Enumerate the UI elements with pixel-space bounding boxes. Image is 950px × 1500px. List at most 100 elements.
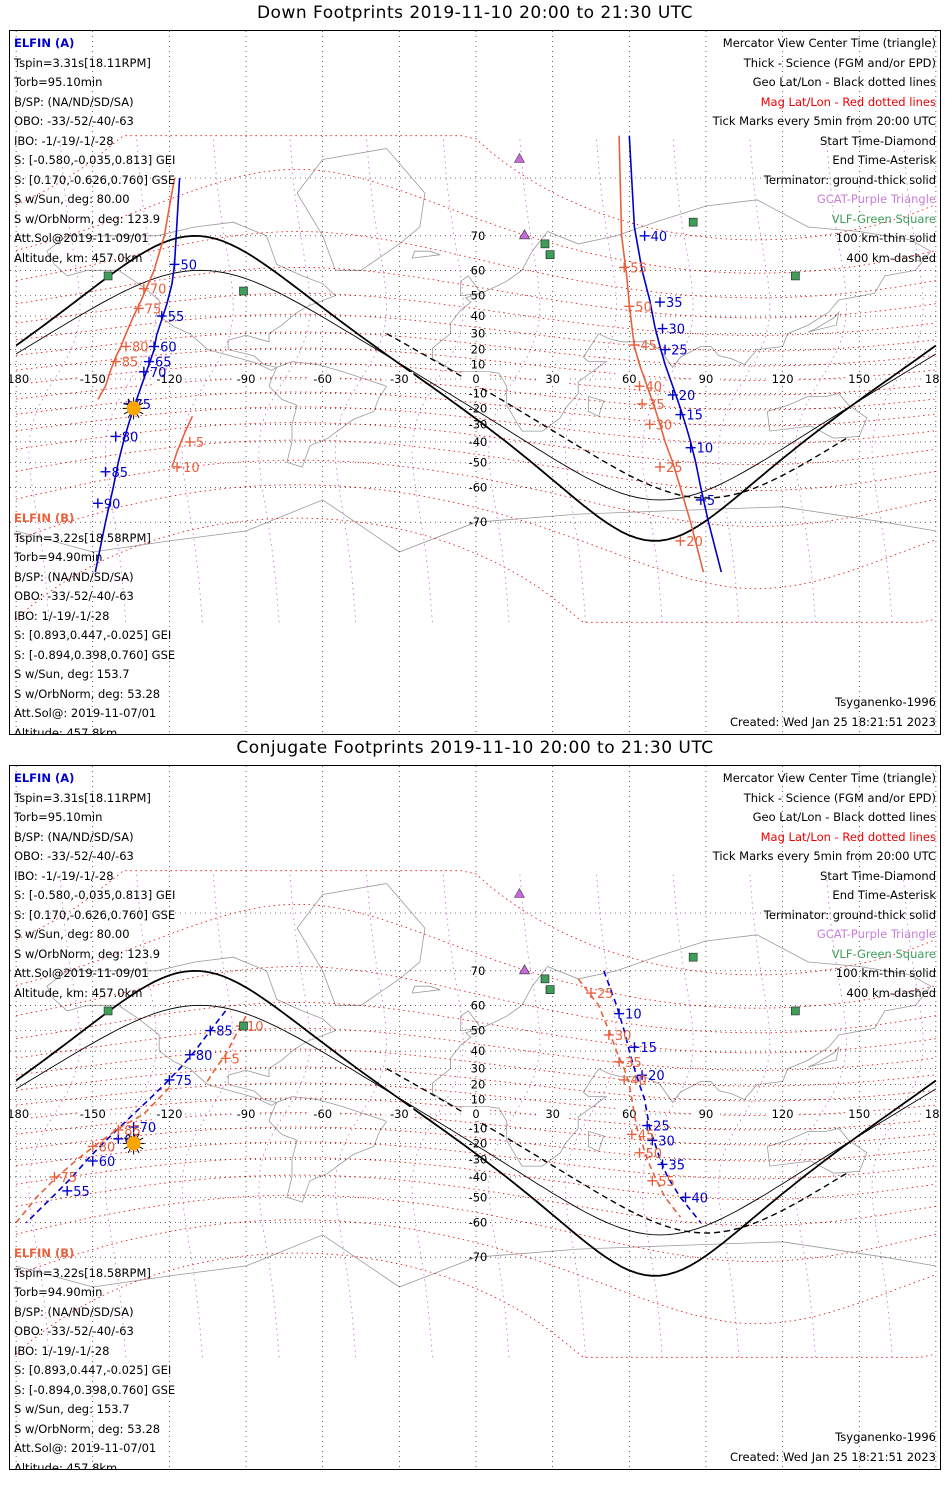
lon-label-bg	[232, 372, 261, 386]
elfin-b-tick-label: 75	[60, 1171, 77, 1186]
elfin-b-info-line: S: [0.893,0.447,-0.025] GEI	[14, 1363, 172, 1377]
lon-label-bg	[921, 1107, 940, 1121]
elfin-a-tick-label: 35	[669, 1158, 686, 1173]
lon-label-bg	[462, 1107, 490, 1121]
elfin-a-info-line: Torb=95.10min	[14, 75, 103, 89]
vlf-square	[239, 286, 248, 296]
elfin-b-info: ELFIN (B) Tspin=3.22s[18.58RPM] Torb=94.9…	[14, 1244, 175, 1470]
elfin-b-tick-label: 75	[145, 302, 162, 317]
vlf-square	[239, 1021, 248, 1031]
land-outline	[766, 393, 868, 439]
elfin-a-tick-label: 75	[175, 1074, 192, 1089]
lon-label: 180	[925, 1107, 941, 1121]
elfin-b-tick-label: 5	[232, 1052, 240, 1067]
lon-label: -90	[237, 1107, 256, 1121]
lon-label: 150	[848, 1107, 870, 1121]
lat-label: 60	[471, 263, 486, 277]
lon-label: -60	[313, 372, 332, 386]
elfin-b-info-line: Att.Sol@: 2019-11-07/01	[14, 1441, 157, 1455]
legend-science: Thick - Science (FGM and/or EPD)	[743, 55, 936, 70]
elfin-b-info-line: Altitude: 457.8km	[14, 1460, 118, 1470]
elfin-b-label: ELFIN (B)	[14, 1246, 75, 1260]
mag-parallel	[16, 422, 936, 466]
elfin-b-track-east	[577, 978, 682, 1218]
land-outline	[296, 148, 426, 271]
elfin-b-info-line: S: [0.893,0.447,-0.025] GEI	[14, 628, 172, 642]
elfin-a-info-line: S: [0.170,-0.626,0.760] GSE	[14, 172, 176, 187]
lat-label: -20	[469, 1136, 488, 1150]
elfin-b-tick-label: 40	[646, 380, 663, 395]
elfin-a-info-line: Torb=95.10min	[14, 810, 103, 824]
legend: Mercator View Center Time (triangle) Thi…	[713, 769, 936, 1003]
map-canvas: -180-150-120-90-60-300306090120150180706…	[10, 766, 941, 1469]
legend-terminator: Terminator: ground-thick solid	[763, 172, 936, 187]
mag-parallel	[16, 1174, 936, 1227]
lon-label-bg	[845, 372, 874, 386]
elfin-a-info: ELFIN (A) Tspin=3.31s[18.11RPM] Torb=95.1…	[14, 769, 175, 1003]
elfin-a-track-west	[25, 1010, 227, 1224]
elfin-a-label: ELFIN (A)	[14, 771, 75, 785]
elfin-b-tick-label: 25	[666, 461, 683, 476]
lon-label-bg	[615, 1107, 644, 1121]
elfin-b-label: ELFIN (B)	[14, 511, 75, 525]
legend-400km: 400 km-dashed	[846, 250, 936, 265]
lon-label-bg	[78, 372, 107, 386]
elfin-b-info-line: Torb=94.90min	[14, 550, 103, 564]
terminator-100km	[15, 269, 937, 501]
lon-label-bg	[10, 1107, 31, 1121]
lon-label: 90	[699, 372, 714, 386]
mag-meridian	[488, 135, 541, 623]
elfin-a-info-line: S: [-0.580,-0.035,0.813] GEI	[14, 153, 176, 167]
lon-label-bg	[155, 372, 184, 386]
mag-meridian	[258, 870, 311, 1358]
elfin-b-info-line: S w/Sun, deg: 153.7	[14, 1402, 130, 1416]
elfin-b-info-line: Tspin=3.22s[18.58RPM]	[14, 530, 151, 545]
mag-parallel	[15, 168, 936, 274]
lat-label: -40	[469, 1170, 488, 1184]
lat-label: -10	[469, 386, 488, 400]
elfin-b-info-line: OBO: -33/-52/-40/-63	[14, 589, 134, 603]
lon-label-bg	[155, 1107, 184, 1121]
land-outline	[432, 934, 932, 1167]
lat-label: -60	[469, 1216, 488, 1230]
elfin-b-info-line: Torb=94.90min	[14, 1285, 103, 1299]
elfin-a-tick-label: 55	[73, 1185, 90, 1200]
lon-label: 60	[622, 372, 637, 386]
mag-parallel	[16, 1112, 936, 1146]
lon-label-bg	[232, 1107, 261, 1121]
sun-icon	[126, 1136, 141, 1151]
lat-label: -70	[469, 515, 488, 529]
map-canvas: -180-150-120-90-60-300306090120150180706…	[10, 31, 940, 734]
lat-label: -50	[469, 1190, 488, 1204]
elfin-b-tick-label: 10	[183, 461, 200, 476]
elfin-b-track-west	[97, 177, 176, 400]
lon-label: -150	[80, 1107, 106, 1121]
vlf-square	[540, 239, 550, 249]
elfin-a-info-line: IBO: -1/-19/-1/-28	[14, 133, 114, 148]
lat-label: 30	[471, 1062, 486, 1076]
elfin-a-info-line: S w/Sun, deg: 80.00	[14, 927, 130, 941]
lon-label: -60	[313, 1107, 332, 1121]
legend-start: Start Time-Diamond	[820, 133, 936, 148]
vlf-square	[540, 974, 550, 984]
mag-parallel	[16, 1027, 936, 1071]
mag-meridian	[258, 135, 311, 623]
mag-parallel	[15, 135, 937, 241]
elfin-a-info-line: S: [-0.580,-0.035,0.813] GEI	[14, 888, 176, 902]
elfin-b-tick-label: 85	[122, 356, 139, 371]
elfin-b-info-line: Altitude: 457.8km	[14, 725, 118, 735]
mag-parallel	[16, 266, 936, 319]
elfin-a-info-line: IBO: -1/-19/-1/-28	[14, 868, 114, 883]
lon-label: 0	[472, 372, 479, 386]
elfin-a-tick-label: 60	[160, 341, 177, 356]
elfin-b-tick-label: 40	[630, 1074, 647, 1089]
elfin-a-info-line: B/SP: (NA/ND/SD/SA)	[14, 829, 134, 844]
land-outline	[460, 1010, 482, 1031]
elfin-b-tick-label: 35	[625, 1056, 642, 1071]
elfin-a-info-line: S: [0.170,-0.626,0.760] GSE	[14, 907, 176, 922]
elfin-a-tick-label: 65	[155, 356, 172, 371]
elfin-a-info-line: S w/OrbNorm, deg: 123.9	[14, 946, 161, 961]
land-outline	[296, 883, 426, 1006]
lon-label: -180	[10, 1107, 29, 1121]
terminator-100km	[15, 1004, 937, 1236]
